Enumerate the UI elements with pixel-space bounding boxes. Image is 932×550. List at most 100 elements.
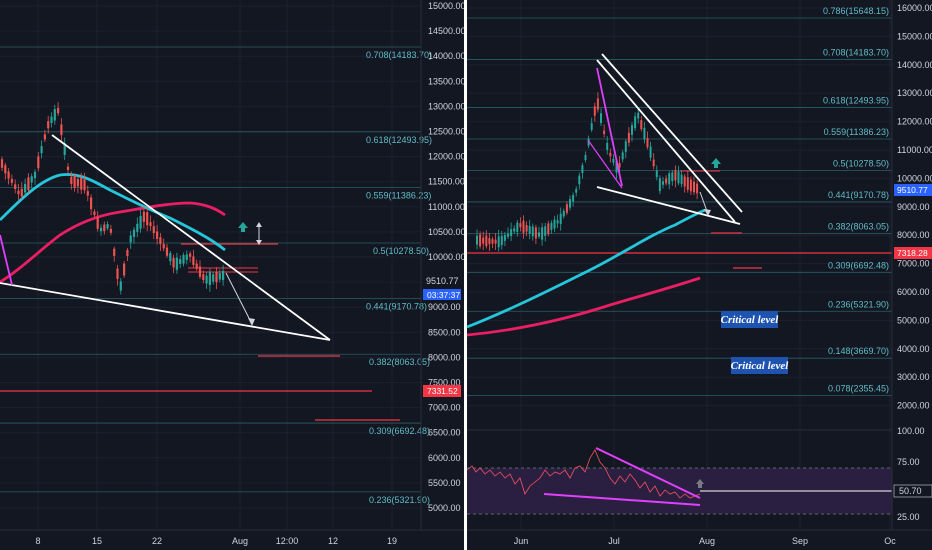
left-time-tick: 19 — [387, 536, 397, 546]
left-candle — [205, 275, 208, 284]
left-candle — [123, 263, 126, 276]
right-panel[interactable]: 0.786(15648.15) 0.708(14183.70) 0.618(1249… — [466, 0, 932, 546]
left-time-tick: 15 — [92, 536, 102, 546]
left-grid — [0, 0, 421, 530]
right-candle — [655, 170, 658, 178]
left-candle — [0, 159, 4, 168]
left-candle — [136, 223, 139, 232]
left-price-tick: 5500.00 — [428, 478, 461, 488]
right-ma-pink — [466, 276, 701, 337]
left-candle — [208, 272, 211, 286]
left-candle — [24, 183, 27, 193]
left-time-tick: 22 — [152, 536, 162, 546]
left-current-price-box — [423, 275, 461, 286]
right-arrows — [699, 158, 721, 216]
right-candle — [646, 138, 649, 148]
left-candle — [172, 257, 175, 268]
oscillator-pane[interactable] — [466, 447, 892, 515]
up-arrow-icon — [711, 158, 721, 168]
left-fib-label: 0.441(9170.78) — [366, 302, 427, 312]
right-current-price-box — [894, 184, 932, 196]
right-marked-price-box — [894, 247, 932, 259]
right-candle — [624, 141, 627, 152]
right-candle — [482, 237, 485, 244]
right-grid — [467, 0, 892, 530]
oscillator-value: 50.70 — [899, 486, 922, 496]
left-fib-label: 0.382(8063.05) — [369, 357, 430, 367]
left-triangle[interactable] — [0, 134, 331, 341]
right-price-tick: 14000.00 — [897, 60, 932, 70]
right-fib-label: 0.078(2355.45) — [828, 384, 889, 394]
right-price-tick: 16000.00 — [897, 3, 932, 13]
right-price-axis: 16000.00 15000.00 14000.00 13000.00 12000.00… — [897, 3, 932, 411]
left-price-tick: 14000.00 — [428, 51, 466, 61]
left-candle — [86, 191, 89, 196]
right-ma-cyan — [466, 208, 706, 329]
right-fib-levels: 0.786(15648.15) 0.708(14183.70) 0.618(1249… — [467, 6, 892, 396]
left-fib-label: 0.5(10278.50) — [373, 246, 429, 256]
left-candle — [149, 222, 152, 227]
left-candle — [189, 253, 192, 257]
right-time-axis: Jun Jul Aug Sep Oc — [514, 536, 897, 546]
right-candle — [519, 223, 522, 228]
oscillator-line — [466, 449, 701, 499]
left-candle — [126, 249, 129, 257]
left-candle — [222, 270, 225, 281]
left-candle — [83, 179, 86, 191]
left-countdown: 03:37:37 — [427, 290, 460, 300]
left-candle — [202, 274, 205, 281]
right-fib-label: 0.786(15648.15) — [823, 6, 889, 16]
left-price-tick: 13000.00 — [428, 101, 466, 111]
critical-level-box-2 — [731, 357, 788, 374]
right-candle — [500, 235, 503, 246]
right-candle — [612, 158, 615, 163]
left-panel[interactable]: 0.708(14183.70) 0.618(12493.95) 0.559(1138… — [0, 0, 466, 546]
right-candle — [674, 170, 677, 181]
left-candle — [195, 263, 198, 269]
right-price-tick: 11000.00 — [897, 145, 932, 155]
critical-level-label-2: Critical level — [731, 360, 790, 372]
right-candle — [606, 142, 609, 150]
right-candle — [485, 235, 488, 247]
right-candle — [522, 220, 525, 233]
right-fib-label: 0.309(6692.48) — [828, 260, 889, 270]
left-fib-label: 0.618(12493.95) — [366, 135, 432, 145]
left-candle — [212, 274, 215, 282]
right-candle — [538, 232, 540, 237]
left-fib-label: 0.236(5321.90) — [369, 495, 430, 505]
right-candle — [683, 176, 686, 187]
left-marked-price-box — [423, 385, 461, 397]
right-fib-label: 0.236(5321.90) — [828, 299, 889, 309]
left-candle — [106, 224, 109, 229]
right-candle — [615, 161, 618, 173]
left-candle — [215, 272, 218, 283]
right-price-tick: 9000.00 — [897, 202, 930, 212]
right-candle — [513, 228, 516, 232]
left-countdown-box — [423, 289, 461, 300]
right-candle — [544, 226, 547, 236]
right-price-tick: 13000.00 — [897, 88, 932, 98]
right-price-tick: 7000.00 — [897, 259, 930, 269]
left-ma-pink — [0, 201, 226, 284]
left-candle — [218, 273, 221, 280]
right-candle — [547, 223, 550, 235]
left-price-tick: 7500.00 — [428, 378, 461, 388]
left-price-tick: 15000.00 — [428, 1, 466, 11]
left-candle — [103, 224, 106, 232]
right-price-tick: 15000.00 — [897, 31, 932, 41]
right-candle — [507, 233, 509, 237]
left-candle — [132, 229, 136, 237]
right-channel[interactable] — [587, 53, 743, 225]
right-price-tick: 4000.00 — [897, 344, 930, 354]
right-candle — [541, 227, 544, 240]
left-price-tick: 11000.00 — [428, 202, 465, 212]
left-time-tick: Aug — [232, 536, 248, 546]
left-candle — [99, 227, 103, 232]
left-candle — [139, 215, 142, 229]
right-candle — [671, 172, 674, 182]
right-time-tick: Oc — [884, 536, 896, 546]
left-candle — [142, 211, 145, 222]
oscillator-tick: 100.00 — [897, 426, 925, 436]
right-price-tick: 2000.00 — [897, 401, 930, 411]
